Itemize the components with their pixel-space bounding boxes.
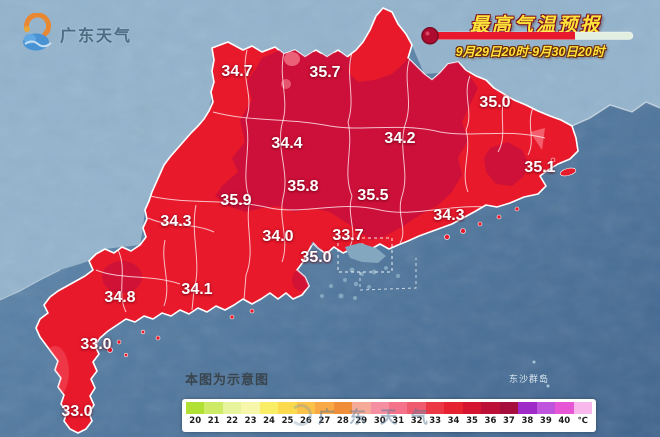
legend-tick-label: 35 — [466, 416, 478, 426]
legend-cell: 40 — [555, 402, 574, 431]
legend-swatch — [573, 402, 592, 414]
dongsha-islets — [532, 360, 550, 388]
legend-cell: ℃ — [573, 402, 592, 431]
temp-label: 33.7 — [332, 227, 364, 244]
legend-swatch — [259, 402, 279, 414]
hot-region-north-central — [215, 48, 478, 240]
legend-cell: 38 — [518, 402, 537, 431]
temp-label: 35.5 — [357, 187, 389, 204]
legend-swatch — [444, 402, 463, 414]
temp-label: 35.1 — [524, 159, 556, 176]
temp-label: 33.0 — [61, 403, 93, 420]
temp-label: 34.3 — [160, 213, 192, 230]
legend-watermark: 广东天气 — [290, 403, 442, 428]
temp-label: 34.4 — [271, 135, 303, 152]
map-note: 本图为示意图 — [185, 372, 270, 387]
legend-tick-label: 24 — [263, 416, 275, 426]
prefecture-borders — [95, 49, 546, 313]
temp-label: 35.0 — [479, 94, 511, 111]
map-title: 最高气温预报 — [469, 15, 602, 36]
temp-label: 34.8 — [104, 289, 136, 306]
legend-tick-label: 34 — [447, 416, 460, 426]
legend-swatch — [518, 402, 537, 414]
legend-tick-label: 25 — [281, 416, 294, 426]
legend-cell: 23 — [241, 402, 260, 431]
legend-cell: 37 — [499, 402, 519, 431]
temp-label: 34.7 — [221, 63, 253, 80]
brand-logo: 广东天气 — [18, 13, 132, 55]
legend-cell: 21 — [204, 402, 223, 431]
temp-label: 34.1 — [181, 281, 213, 298]
legend-swatch — [536, 402, 556, 414]
hongkong-area — [320, 237, 417, 300]
legend-swatch — [186, 402, 205, 414]
legend-tick-label: ℃ — [577, 416, 588, 426]
legend-tick-label: 23 — [244, 416, 257, 426]
cool-spot-3 — [530, 128, 545, 150]
legend-cell: 20 — [186, 402, 205, 431]
legend-cell: 39 — [536, 402, 556, 431]
hongkong-dashed-boundary — [337, 237, 393, 273]
weather-logo-icon — [23, 13, 52, 51]
temperature-legend: 20 21 22 23 24 25 26 27 28 29 30 31 32 33 34 35 36 37 38 39… — [182, 399, 596, 432]
legend-cell: 34 — [444, 402, 463, 431]
temp-label: 33.0 — [80, 336, 112, 353]
legend-swatch — [499, 402, 519, 414]
temp-label: 35.9 — [220, 192, 252, 209]
legend-swatch — [462, 402, 482, 414]
temp-label: 34.3 — [433, 207, 465, 224]
legend-swatch — [204, 402, 223, 414]
legend-cell: 35 — [462, 402, 482, 431]
legend-tick-label: 20 — [189, 416, 202, 426]
legend-tick-label: 38 — [521, 416, 534, 426]
legend-tick-label: 39 — [539, 416, 552, 426]
legend-tick-label: 22 — [226, 416, 239, 426]
legend-tick-label: 37 — [503, 416, 515, 426]
coastal-islands — [107, 157, 577, 358]
temp-label: 34.0 — [262, 228, 294, 245]
dongsha-islands-label: 东沙群岛 — [509, 374, 550, 384]
temp-label: 35.8 — [287, 178, 319, 195]
legend-tick-label: 36 — [484, 416, 497, 426]
thermometer-graphic — [421, 27, 634, 45]
legend-swatch — [555, 402, 574, 414]
hot-region-east — [484, 142, 528, 186]
legend-cell: 22 — [222, 402, 242, 431]
cool-spot-1 — [284, 52, 300, 66]
temp-label: 35.0 — [300, 249, 332, 266]
temp-label: 35.7 — [309, 64, 341, 81]
brand-name: 广东天气 — [60, 28, 133, 45]
legend-tick-label: 21 — [207, 416, 220, 426]
legend-cell: 24 — [259, 402, 279, 431]
legend-tick-label: 40 — [558, 416, 571, 426]
legend-swatch — [241, 402, 260, 414]
legend-swatch — [481, 402, 500, 414]
temp-label: 34.2 — [384, 130, 416, 147]
forecast-period: 9月29日20时-9月30日20时 — [455, 45, 605, 59]
legend-cell: 36 — [481, 402, 500, 431]
legend-swatch — [222, 402, 242, 414]
